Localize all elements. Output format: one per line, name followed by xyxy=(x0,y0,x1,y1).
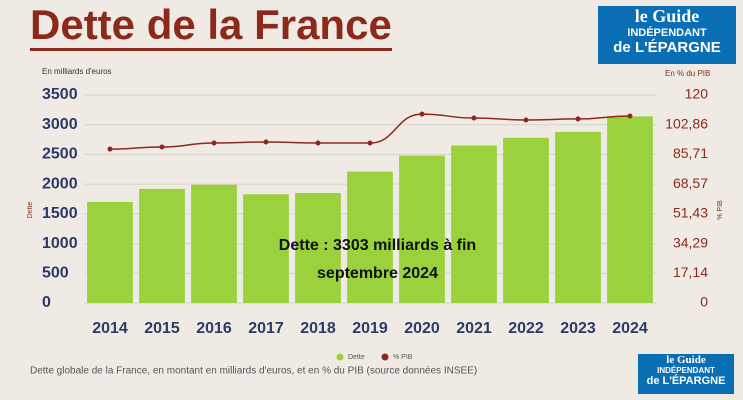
footnote: Dette globale de la France, en montant e… xyxy=(30,366,477,377)
bar xyxy=(87,201,133,303)
x-tick-label: 2024 xyxy=(612,320,648,337)
x-tick-label: 2015 xyxy=(144,320,180,337)
y-tick-label: 3000 xyxy=(42,116,78,133)
logo: le Guide INDÉPENDANT de L'ÉPARGNE xyxy=(638,354,734,394)
line-point xyxy=(419,111,425,117)
line-point xyxy=(471,115,477,121)
logo-line: le Guide xyxy=(634,6,700,26)
x-tick-label: 2021 xyxy=(456,320,492,337)
bar xyxy=(451,145,497,303)
logo-line: INDÉPENDANT xyxy=(627,27,707,39)
legend-label: % PIB xyxy=(393,354,413,361)
line-point xyxy=(523,117,529,123)
line-point xyxy=(627,113,633,119)
bar xyxy=(243,194,289,303)
logo-line: le Guide xyxy=(666,354,706,366)
x-tick-label: 2020 xyxy=(404,320,440,337)
y2-tick-label: 17,14 xyxy=(673,264,708,280)
y2-tick-label: 85,71 xyxy=(673,145,708,161)
bar xyxy=(503,137,549,303)
y-tick-label: 2000 xyxy=(42,175,78,192)
logo-line: de L'ÉPARGNE xyxy=(613,39,721,56)
y-tick-label: 3500 xyxy=(42,86,78,103)
y-tick-label: 1000 xyxy=(42,235,78,252)
y2-tick-label: 102,86 xyxy=(665,115,708,131)
line-point xyxy=(575,116,581,122)
bar xyxy=(607,116,653,303)
y-unit-label: En milliards d'euros xyxy=(42,67,112,76)
title: Dette de la France xyxy=(30,2,392,51)
x-tick-label: 2019 xyxy=(352,320,388,337)
y2-axis-label: % PIB xyxy=(717,200,724,220)
y2-tick-label: 68,57 xyxy=(673,175,708,191)
x-tick-label: 2018 xyxy=(300,320,336,337)
bar xyxy=(347,171,393,303)
logo: le Guide INDÉPENDANT de L'ÉPARGNE xyxy=(598,6,736,64)
x-tick-label: 2023 xyxy=(560,320,596,337)
bar xyxy=(555,131,601,303)
line-point xyxy=(367,140,373,146)
y-tick-label: 2500 xyxy=(42,146,78,163)
line-point xyxy=(315,140,321,146)
y2-tick-label: 51,43 xyxy=(673,205,708,221)
y-tick-label: 0 xyxy=(42,294,51,311)
bar xyxy=(295,193,341,303)
legend-marker xyxy=(336,353,344,361)
y-axis-label: Dette xyxy=(27,202,34,219)
y2-tick-label: 34,29 xyxy=(673,234,708,250)
bar xyxy=(399,155,445,303)
legend-label: Dette xyxy=(348,354,365,361)
y2-unit-label: En % du PIB xyxy=(665,69,710,78)
y2-tick-label: 0 xyxy=(700,294,708,310)
bar xyxy=(139,188,185,303)
x-tick-label: 2016 xyxy=(196,320,232,337)
logo-line: INDÉPENDANT xyxy=(657,366,715,375)
x-tick-label: 2014 xyxy=(92,320,128,337)
logo-line: de L'ÉPARGNE xyxy=(646,375,726,387)
y2-tick-label: 120 xyxy=(685,86,709,102)
x-tick-label: 2022 xyxy=(508,320,544,337)
bar xyxy=(191,184,237,303)
line-point xyxy=(211,140,217,146)
line-point xyxy=(107,146,113,152)
x-tick-label: 2017 xyxy=(248,320,284,337)
line-point xyxy=(159,144,165,150)
line-point xyxy=(263,139,269,145)
legend-marker xyxy=(381,353,389,361)
y-tick-label: 1500 xyxy=(42,205,78,222)
annotation: Dette : 3303 milliards à fin septembre 2… xyxy=(278,237,477,282)
y-tick-label: 500 xyxy=(42,265,69,282)
